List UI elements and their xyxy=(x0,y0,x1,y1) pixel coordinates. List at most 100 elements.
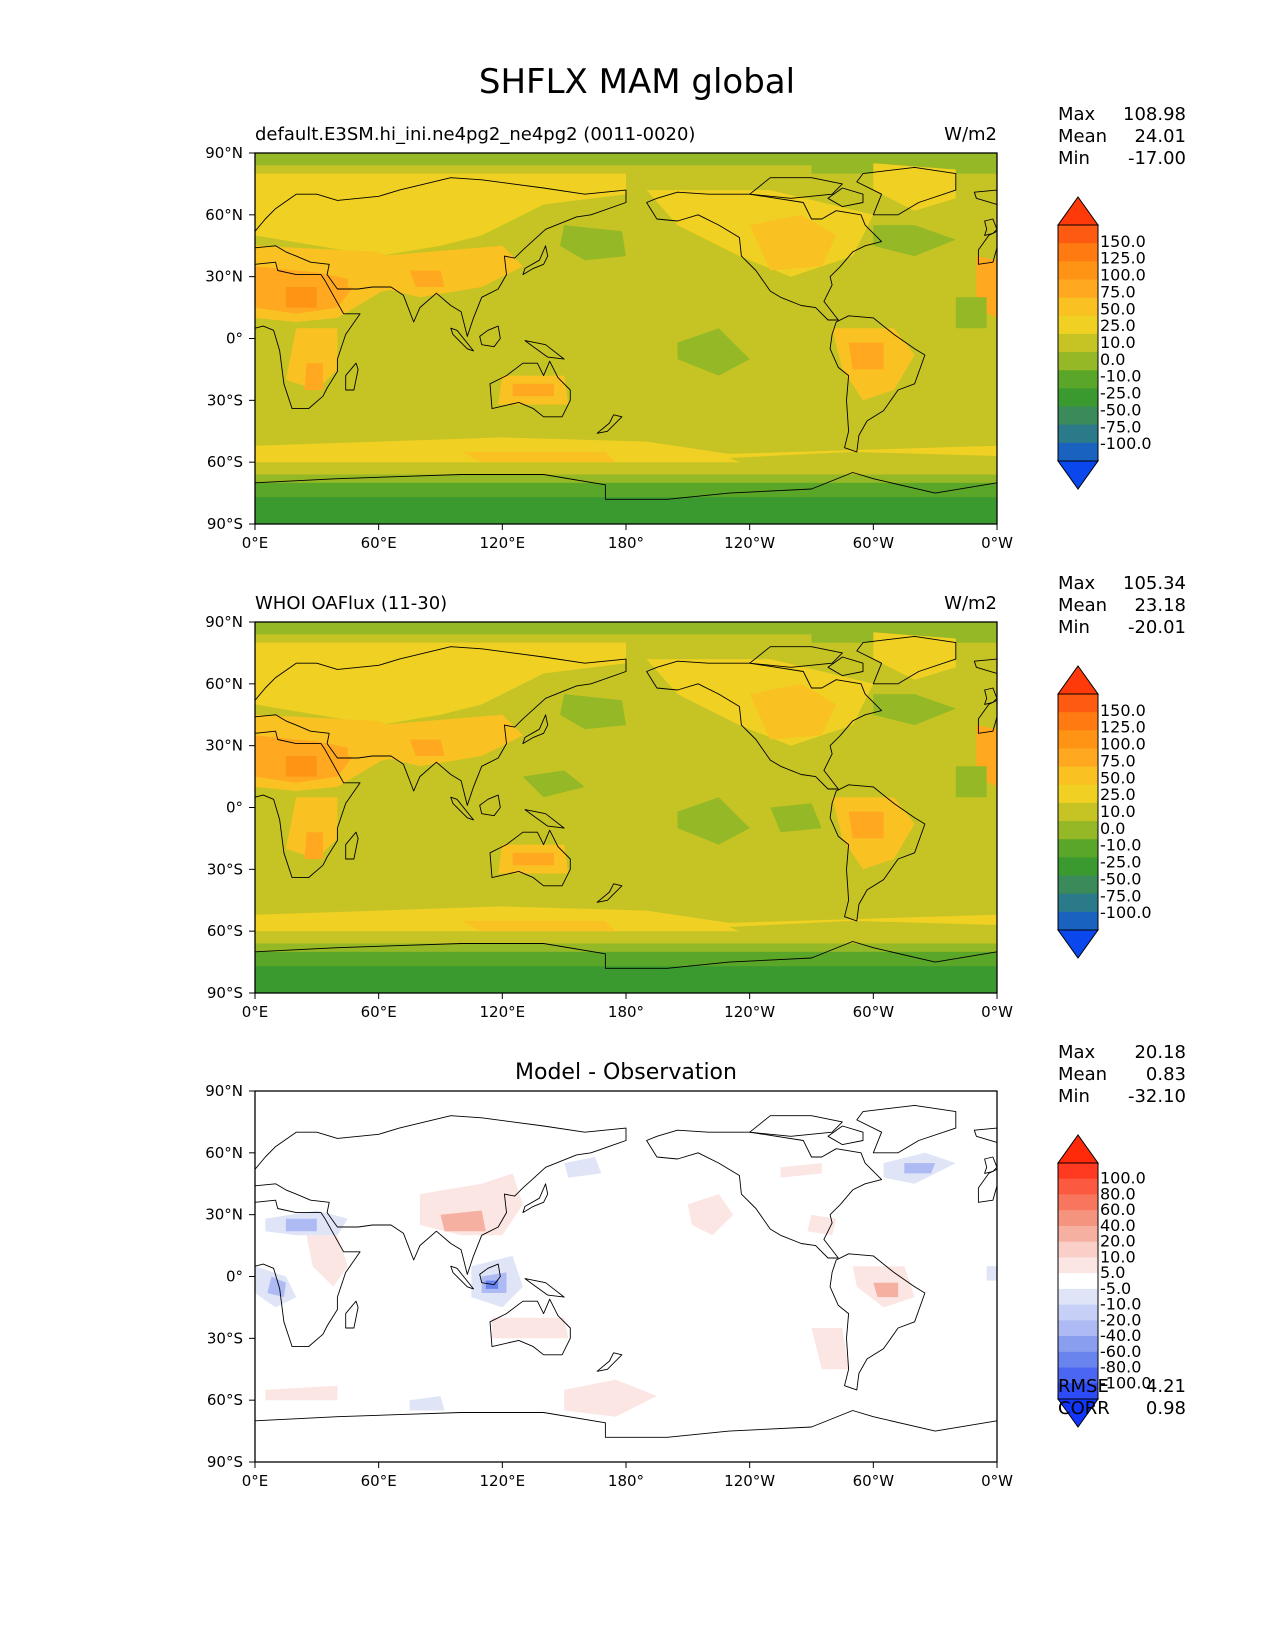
colorbar-label: 25.0 xyxy=(1100,785,1136,804)
colorbar-segment xyxy=(1058,1320,1098,1337)
lon-tick-label: 60°E xyxy=(361,534,397,552)
contour-region xyxy=(492,1317,569,1339)
colorbar-segment xyxy=(1058,1367,1098,1384)
coastline-sumatra xyxy=(450,327,474,352)
contour-region xyxy=(255,966,997,993)
colorbar-segment xyxy=(1058,352,1098,371)
stat-label: Min xyxy=(1058,148,1090,169)
contour-region xyxy=(873,225,956,257)
lat-tick-label: 30°S xyxy=(207,1329,243,1347)
colorbar xyxy=(1057,196,1099,490)
colorbar-segment xyxy=(1058,712,1098,731)
coastline-greenland xyxy=(856,166,957,216)
coastline-uk xyxy=(984,218,997,236)
colorbar-segment xyxy=(1058,893,1098,913)
coastline-sumatra xyxy=(450,796,474,821)
colorbar-segment xyxy=(1058,1288,1098,1306)
coastline-borneo xyxy=(479,1263,501,1286)
lat-tick-label: 0° xyxy=(226,1268,243,1286)
contour-region xyxy=(848,811,884,839)
coastline-greenland xyxy=(856,1104,957,1154)
contour-region xyxy=(873,632,956,680)
coastline-africa xyxy=(255,261,361,410)
coastline-samerica xyxy=(829,315,926,453)
colorbar-label: 5.0 xyxy=(1100,1263,1125,1282)
footer-stat-value: 4.21 xyxy=(1146,1376,1186,1397)
contour-region xyxy=(285,328,338,390)
stat-label: Mean xyxy=(1058,126,1107,147)
colorbar-label: 50.0 xyxy=(1100,768,1136,787)
lat-tick-label: 90°S xyxy=(207,984,243,1002)
colorbar-label: 60.0 xyxy=(1100,1200,1136,1219)
map-field xyxy=(255,622,997,993)
colorbar-extend-min xyxy=(1057,460,1099,490)
coastline-newguinea xyxy=(524,809,565,829)
contour-region xyxy=(848,342,884,370)
coastline-borneo xyxy=(479,325,501,348)
colorbar-label: -10.0 xyxy=(1100,836,1141,855)
contour-region xyxy=(873,1282,899,1298)
colorbar-label: 50.0 xyxy=(1100,299,1136,318)
panel-units: W/m2 xyxy=(944,124,997,145)
coastline-sumatra xyxy=(450,1265,474,1290)
coastline-namerica xyxy=(646,660,883,790)
lon-tick-label: 120°E xyxy=(480,1472,526,1490)
colorbar-segment xyxy=(1058,748,1098,768)
footer-stat-label: RMSE xyxy=(1058,1376,1109,1397)
contour-region xyxy=(255,879,997,890)
contour-region xyxy=(687,1194,734,1236)
footer-stat-label: CORR xyxy=(1058,1398,1110,1419)
stat-label: Min xyxy=(1058,1086,1090,1107)
contour-region xyxy=(677,328,750,376)
colorbar-label: -100.0 xyxy=(1100,434,1152,453)
colorbar-extend-max xyxy=(1057,1134,1099,1164)
coastline-namerica xyxy=(646,1129,883,1259)
stat-value: 23.18 xyxy=(1134,595,1186,616)
panel-test: default.E3SM.hi_ini.ne4pg2_ne4pg2 (0011-… xyxy=(205,124,1013,552)
lon-tick-label: 60°E xyxy=(361,1472,397,1490)
colorbar-label: 20.0 xyxy=(1100,1232,1136,1251)
colorbar-label: -80.0 xyxy=(1100,1358,1141,1377)
lon-tick-label: 180° xyxy=(608,534,644,552)
contour-region xyxy=(811,1328,849,1370)
stat-value: -20.01 xyxy=(1128,617,1186,638)
lat-tick-label: 60°S xyxy=(207,922,243,940)
coastline-arctic_isl xyxy=(749,177,843,199)
colorbar-segment xyxy=(1058,1163,1098,1180)
colorbar-segment xyxy=(1058,1273,1098,1290)
lon-tick-label: 0°W xyxy=(981,1472,1013,1490)
colorbar-segment xyxy=(1058,261,1098,280)
panel-reference: WHOI OAFlux (11-30) W/m2 90°N 60°N 30°N 0° 3… xyxy=(205,593,1013,1021)
colorbar-label: 80.0 xyxy=(1100,1184,1136,1203)
map-field xyxy=(255,153,997,524)
lon-tick-label: 120°W xyxy=(724,534,775,552)
coastline-antarctica xyxy=(255,1410,997,1462)
colorbar-label: 75.0 xyxy=(1100,751,1136,770)
lat-tick-label: 0° xyxy=(226,799,243,817)
lat-tick-label: 30°S xyxy=(207,391,243,409)
stat-value: -17.00 xyxy=(1128,148,1186,169)
lat-tick-label: 60°S xyxy=(207,1391,243,1409)
colorbar-label: -75.0 xyxy=(1100,417,1141,436)
coastline-japan xyxy=(522,714,549,745)
colorbar-segment xyxy=(1058,1225,1098,1243)
colorbar-segment xyxy=(1058,1304,1098,1321)
coastline-australia xyxy=(489,829,571,887)
contour-region xyxy=(564,1157,602,1178)
stat-label: Max xyxy=(1058,573,1096,594)
colorbar-segment xyxy=(1058,442,1098,462)
lat-tick-label: 30°S xyxy=(207,860,243,878)
coastline-nz xyxy=(596,414,623,434)
colorbar-label: 10.0 xyxy=(1100,1247,1136,1266)
lat-tick-label: 60°N xyxy=(205,1144,243,1162)
colorbar-segment xyxy=(1058,1257,1098,1274)
lon-tick-label: 120°W xyxy=(724,1003,775,1021)
colorbar-label: 100.0 xyxy=(1100,266,1146,285)
colorbar-extend-min xyxy=(1057,929,1099,959)
coastline-borneo xyxy=(479,794,501,817)
coastline-eurasia xyxy=(255,646,627,806)
coastlines xyxy=(255,635,997,993)
lon-tick-label: 0°W xyxy=(981,1003,1013,1021)
contour-region xyxy=(265,1385,338,1401)
lat-tick-label: 90°N xyxy=(205,613,243,631)
